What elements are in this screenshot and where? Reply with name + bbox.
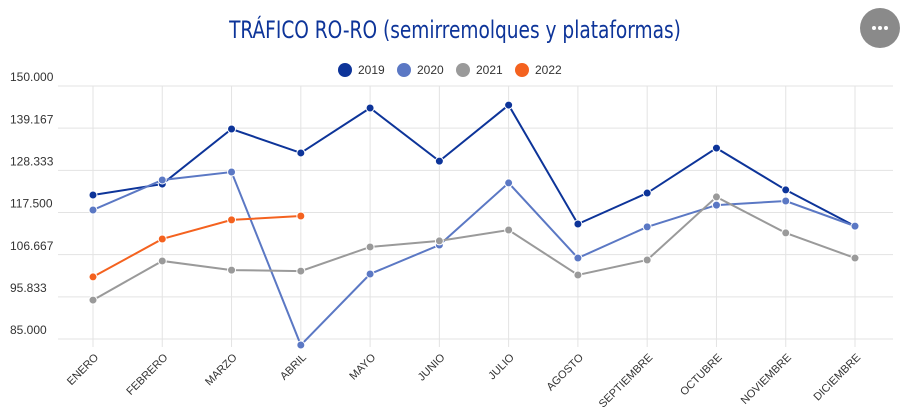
- x-tick-label: OCTUBRE: [678, 352, 725, 399]
- legend-marker: [338, 63, 352, 77]
- legend-label: 2020: [417, 63, 444, 77]
- data-point: [781, 196, 791, 206]
- x-tick-label: FEBRERO: [124, 351, 170, 397]
- series-line: [92, 170, 856, 347]
- data-point: [88, 190, 98, 200]
- x-tick-label: DICIEMBRE: [811, 352, 863, 404]
- legend-marker: [515, 63, 529, 77]
- legend-marker: [456, 63, 470, 77]
- data-point: [642, 188, 652, 198]
- data-point: [711, 192, 721, 202]
- data-point: [157, 175, 167, 185]
- data-point: [88, 295, 98, 305]
- x-tick-label: JULIO: [486, 351, 517, 382]
- data-point: [434, 236, 444, 246]
- data-point: [365, 269, 375, 279]
- chart-title: TRÁFICO RO-RO (semirremolques y platafor…: [228, 14, 681, 44]
- y-tick-label: 150.000: [10, 70, 54, 84]
- series-line: [92, 215, 301, 278]
- y-tick-label: 117.500: [10, 197, 53, 211]
- x-tick-label: SEPTIEMBRE: [597, 352, 656, 411]
- series-line: [92, 103, 856, 228]
- data-point: [642, 255, 652, 265]
- data-point: [227, 167, 237, 177]
- data-point: [642, 222, 652, 232]
- data-point: [504, 178, 514, 188]
- data-point: [365, 103, 375, 113]
- y-tick-label: 128.333: [10, 155, 54, 169]
- menu-dot: [872, 26, 876, 30]
- data-point: [711, 200, 721, 210]
- data-point: [365, 242, 375, 252]
- data-point: [573, 253, 583, 263]
- data-point: [296, 340, 306, 350]
- y-tick-label: 139.167: [10, 112, 54, 126]
- menu-dot: [884, 26, 888, 30]
- x-tick-label: MARZO: [203, 351, 240, 388]
- data-point: [296, 211, 306, 221]
- data-point: [434, 156, 444, 166]
- x-tick-label: MAYO: [347, 351, 378, 382]
- x-tick-label: AGOSTO: [544, 351, 586, 393]
- data-point: [781, 228, 791, 238]
- data-point: [504, 100, 514, 110]
- data-point: [227, 265, 237, 275]
- data-point: [711, 143, 721, 153]
- data-point: [850, 253, 860, 263]
- y-tick-label: 95.833: [10, 281, 47, 295]
- data-point: [504, 225, 514, 235]
- x-tick-label: NOVIEMBRE: [739, 352, 794, 407]
- menu-button[interactable]: [860, 8, 900, 48]
- legend-marker: [397, 63, 411, 77]
- data-point: [850, 221, 860, 231]
- data-point: [157, 234, 167, 244]
- menu-dot: [878, 26, 882, 30]
- data-point: [573, 270, 583, 280]
- legend-label: 2022: [535, 63, 562, 77]
- series-line: [92, 195, 856, 301]
- y-tick-label: 106.667: [10, 239, 54, 253]
- data-point: [296, 266, 306, 276]
- data-point: [88, 272, 98, 282]
- data-point: [88, 205, 98, 215]
- data-point: [296, 148, 306, 158]
- legend-label: 2019: [358, 63, 385, 77]
- x-tick-label: ABRIL: [278, 352, 309, 383]
- y-tick-label: 85.000: [10, 323, 47, 337]
- data-point: [227, 215, 237, 225]
- data-point: [227, 124, 237, 134]
- data-point: [781, 185, 791, 195]
- data-point: [157, 256, 167, 266]
- data-point: [573, 219, 583, 229]
- x-tick-label: JUNIO: [416, 351, 448, 383]
- legend-label: 2021: [476, 63, 503, 77]
- x-tick-label: ENERO: [65, 351, 101, 387]
